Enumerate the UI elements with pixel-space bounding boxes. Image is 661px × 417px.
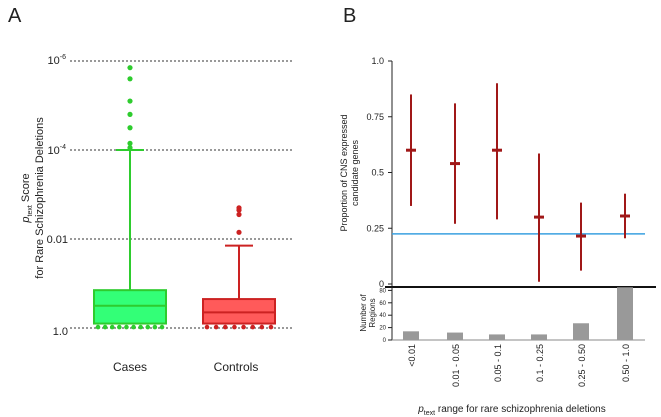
cases-outlier [127, 76, 133, 82]
cases-low-point [138, 324, 143, 330]
cases-low-point [159, 324, 165, 330]
controls-low-point [232, 324, 237, 330]
panel-a-boxes [93, 65, 276, 330]
panel-b-bottom-ylabel-line2: Regions [368, 298, 377, 327]
panel-b-bottom-ytick-label: 80 [379, 288, 386, 294]
cases-low-point [117, 324, 122, 330]
count-bar [531, 334, 547, 340]
panel-a-ylabel-rest: Score [20, 173, 32, 205]
cases-low-point [95, 324, 101, 330]
cases-low-point [109, 324, 115, 330]
panel-a-tick-1e-4: 10-4 [48, 144, 67, 157]
count-bar [573, 323, 589, 340]
cases-outlier [127, 111, 133, 117]
panel-b-bottom-ylabel-line1: Number of [359, 294, 368, 332]
cases-outlier [127, 125, 133, 131]
controls-low-point [213, 324, 219, 330]
cases-low-point [124, 324, 129, 330]
panel-b-xtick-label: 0.01 - 0.05 [451, 344, 461, 387]
count-bar [617, 287, 633, 340]
panel-b-top-ylabel-line2: candidate genes [350, 139, 360, 206]
panel-b-bottom-ytick-label: 40 [379, 313, 386, 319]
controls-low-point [259, 324, 265, 330]
controls-low-point [241, 324, 246, 330]
legend-controls-label: Controls [214, 360, 259, 374]
controls-low-point [222, 324, 228, 330]
panel-a-letter: A [8, 5, 22, 27]
cases-outlier [127, 140, 133, 146]
panel-b-letter: B [343, 5, 356, 27]
count-bar [403, 331, 419, 340]
panel-b-top-ytick-label: 1.0 [371, 56, 384, 66]
controls-box [202, 298, 276, 325]
panel-b: Proportion of CNS expressed candidate ge… [339, 56, 656, 417]
cases-box [93, 289, 167, 325]
panel-a-ylabel-sub: text [27, 205, 34, 216]
controls-low-point [204, 324, 210, 330]
panel-b-top-ytick-label: 0.5 [371, 168, 384, 178]
cases-low-point [152, 324, 158, 330]
controls-outlier [236, 211, 242, 218]
panel-a-ylabel-line2: for Rare Schizophrenia Deletions [34, 117, 46, 279]
panel-a-tick-0-01: 0.01 [47, 234, 68, 246]
panel-b-top-ytick-label: 0.75 [366, 112, 384, 122]
panel-b-xtick-label: <0.01 [407, 344, 417, 367]
panel-b-xtick-label: 0.1 - 0.25 [535, 344, 545, 382]
panel-b-top-ytick-label: 0 [379, 279, 384, 289]
cases-outlier [127, 145, 133, 151]
controls-low-point [268, 324, 274, 330]
panel-b-top-ylabel-line1: Proportion of CNS expressed [339, 114, 349, 231]
panel-b-xtick-label: 0.05 - 0.1 [493, 344, 503, 382]
cases-low-point [102, 324, 108, 330]
controls-outlier [236, 205, 242, 211]
panel-b-bottom-ytick-label: 20 [379, 326, 386, 332]
count-bar [447, 332, 463, 340]
legend-cases-label: Cases [113, 360, 147, 374]
panel-b-bottom-ytick-label: 0 [383, 338, 387, 344]
cases-low-point [145, 324, 151, 330]
panel-a-ylabel-symbol: p [20, 216, 32, 223]
panel-b-bottom-ytick-label: 60 [379, 301, 386, 307]
panel-a-tick-1e-6: 10-6 [48, 54, 67, 67]
controls-outlier [236, 229, 242, 235]
panel-a: ptext Score for Rare Schizophrenia Delet… [20, 54, 292, 374]
panel-b-top-ytick-label: 0.25 [366, 223, 384, 233]
cases-outlier [127, 98, 133, 104]
panel-b-xlabel: ptext range for rare schizophrenia delet… [417, 404, 606, 417]
panel-b-xtick-label: 0.50 - 1.0 [621, 344, 631, 382]
panel-b-plot: 0 0.25 0.5 0.75 1.0 0 20 40 60 80 <0.01 0.01 - 0.05… [366, 56, 645, 387]
panel-b-xtick-label: 0.25 - 0.50 [577, 344, 587, 387]
controls-low-point [250, 324, 256, 330]
panel-a-ylabel-line1: ptext Score [20, 173, 34, 223]
count-bar [489, 334, 505, 340]
cases-outlier [127, 65, 133, 71]
panel-a-tick-1-0: 1.0 [53, 326, 68, 338]
cases-low-point [131, 324, 136, 330]
